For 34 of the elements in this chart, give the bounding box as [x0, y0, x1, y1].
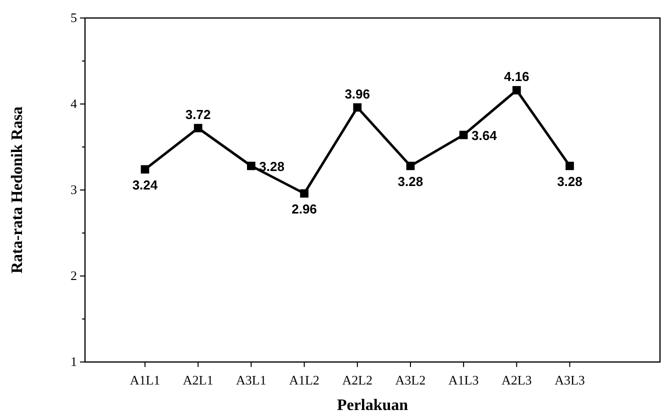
point: [140, 165, 150, 174]
data-label: 3.28: [259, 158, 284, 174]
point: [194, 124, 202, 132]
x-tick-label: A1L1: [130, 372, 160, 388]
y-tick-label: 3: [70, 182, 77, 198]
x-tick-label: A1L2: [289, 372, 320, 388]
x-axis-title: Perlakuan: [336, 397, 408, 414]
data-label: 2.96: [292, 201, 317, 216]
x-tick-label: A2L2: [342, 372, 373, 388]
point: [247, 162, 256, 170]
point: [566, 162, 574, 170]
point: [406, 162, 415, 170]
y-tick-label: 2: [70, 268, 77, 284]
x-tick-label: A3L3: [554, 372, 585, 388]
y-tick-label: 4: [70, 96, 78, 112]
point: [512, 86, 521, 94]
point: [459, 130, 468, 140]
data-label: 3.24: [132, 177, 158, 192]
point: [300, 189, 308, 198]
data-label: 3.28: [557, 174, 582, 189]
data-label: 3.96: [344, 86, 370, 102]
x-tick-label: A2L3: [501, 372, 532, 388]
data-label: 3.64: [472, 128, 498, 143]
data-label: 3.28: [398, 174, 424, 189]
x-tick-label: A3L1: [236, 372, 266, 388]
y-axis-title: Rata-rata Hedonik Rasa: [9, 106, 26, 274]
x-tick-label: A3L2: [395, 372, 426, 388]
point: [353, 103, 362, 112]
data-label: 4.16: [504, 69, 530, 84]
y-tick-label: 5: [70, 10, 77, 26]
y-tick-label: 1: [70, 354, 77, 370]
data-label: 3.72: [185, 107, 211, 122]
x-tick-label: A2L1: [182, 372, 214, 388]
x-tick-label: A1L3: [448, 372, 479, 388]
